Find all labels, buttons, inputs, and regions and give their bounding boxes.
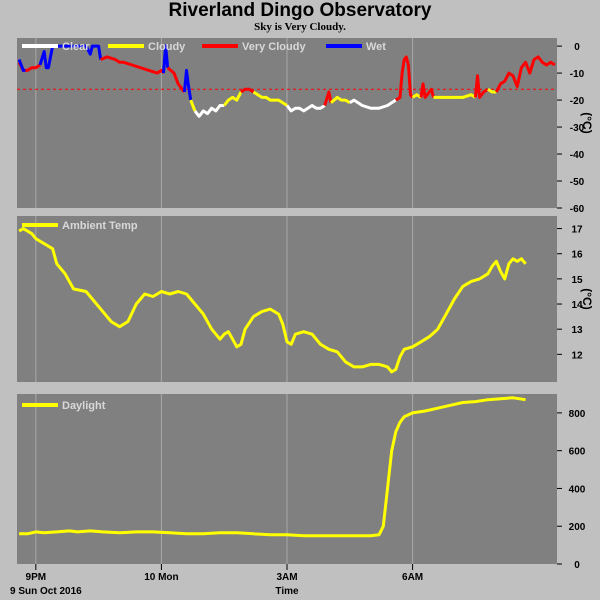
series-line-cloudy xyxy=(411,93,422,99)
x-tick-label: 3AM xyxy=(276,572,297,583)
ambient-gridlines xyxy=(35,216,414,382)
series-line-clear xyxy=(193,104,225,118)
legend-label-cloudy: Cloudy xyxy=(148,41,186,53)
legend-label-clear: Clear xyxy=(62,41,90,53)
y-tick-label: 15 xyxy=(571,275,583,286)
series-line-wet xyxy=(17,59,26,72)
sky-series xyxy=(17,44,556,118)
x-tick-label: 10 Mon xyxy=(144,572,178,583)
legend-label-ambient: Ambient Temp xyxy=(62,220,138,232)
legend-label-daylight: Daylight xyxy=(62,400,106,412)
sky-y-ticks: 0 -10 -20 -30 -40 -50 -60 xyxy=(557,42,585,215)
ambient-temperature-panel: 12 13 14 15 16 17 (°C) Ambient Temp xyxy=(17,216,594,382)
ambient-legend: Ambient Temp xyxy=(22,220,138,232)
y-tick-label: -40 xyxy=(570,150,585,161)
y-tick-label: 800 xyxy=(569,409,586,420)
date-label: 9 Sun Oct 2016 xyxy=(10,586,82,597)
y-tick-label: 12 xyxy=(571,350,583,361)
y-tick-label: 200 xyxy=(569,522,586,533)
y-tick-label: 14 xyxy=(571,300,583,311)
series-line-cloudy xyxy=(330,95,351,105)
series-line-ambient xyxy=(18,227,527,374)
y-tick-label: 16 xyxy=(571,250,583,261)
series-line-clear xyxy=(348,98,397,110)
page-title: Riverland Dingo Observatory xyxy=(168,0,432,21)
series-line-wet xyxy=(162,44,170,74)
x-axis-title: Time xyxy=(275,586,299,597)
y-tick-label: 13 xyxy=(571,325,583,336)
ambient-y-unit: (°C) xyxy=(580,288,594,309)
series-line-cloudy xyxy=(433,93,477,99)
series-line-very-cloudy xyxy=(166,66,186,93)
y-tick-label: -50 xyxy=(570,177,585,188)
sky-y-unit: (°C) xyxy=(580,112,594,133)
series-line-very-cloudy xyxy=(473,74,489,99)
series-line-wet xyxy=(38,44,103,70)
daylight-legend: Daylight xyxy=(22,400,106,412)
series-line-very-cloudy xyxy=(240,87,255,94)
y-tick-label: 0 xyxy=(574,42,580,53)
daylight-series xyxy=(19,396,526,538)
sky-legend: Clear Cloudy Very Cloudy Wet xyxy=(22,41,386,53)
x-tick-label: 9PM xyxy=(26,572,47,583)
series-line-very-cloudy xyxy=(394,55,414,102)
y-tick-label: -60 xyxy=(570,204,585,215)
daylight-y-ticks: 0 200 400 600 800 xyxy=(557,409,586,571)
series-line-daylight xyxy=(19,396,526,538)
ambient-series xyxy=(18,227,527,374)
series-line-cloudy xyxy=(252,90,288,107)
ambient-y-ticks: 12 13 14 15 16 17 xyxy=(557,225,583,361)
series-line-cloudy xyxy=(487,88,497,94)
y-tick-label: -20 xyxy=(570,96,585,107)
series-line-very-cloudy xyxy=(494,55,556,93)
y-tick-label: 17 xyxy=(571,225,583,236)
y-tick-label: -30 xyxy=(570,123,585,134)
y-tick-label: 400 xyxy=(569,484,586,495)
series-line-very-cloudy xyxy=(323,90,333,106)
page-subtitle: Sky is Very Cloudy. xyxy=(254,21,346,33)
series-line-cloudy xyxy=(189,99,197,112)
legend-label-very-cloudy: Very Cloudy xyxy=(242,41,306,53)
daylight-panel: 0 200 400 600 800 Daylight xyxy=(17,394,586,571)
y-tick-label: 600 xyxy=(569,447,586,458)
sky-temperature-panel: 0 -10 -20 -30 -40 -50 -60 (°C) Clear Cloudy Ve… xyxy=(17,38,594,215)
y-tick-label: -10 xyxy=(570,69,585,80)
x-axis-ticks: 9PM 10 Mon 3AM 6AM xyxy=(26,564,423,583)
series-line-wet xyxy=(182,68,193,101)
series-line-very-cloudy xyxy=(100,55,165,75)
legend-label-wet: Wet xyxy=(366,41,386,53)
series-line-very-cloudy xyxy=(419,82,435,99)
y-tick-label: 0 xyxy=(574,560,580,571)
series-line-cloudy xyxy=(223,91,243,107)
series-line-clear xyxy=(285,104,326,113)
x-tick-label: 6AM xyxy=(402,572,423,583)
